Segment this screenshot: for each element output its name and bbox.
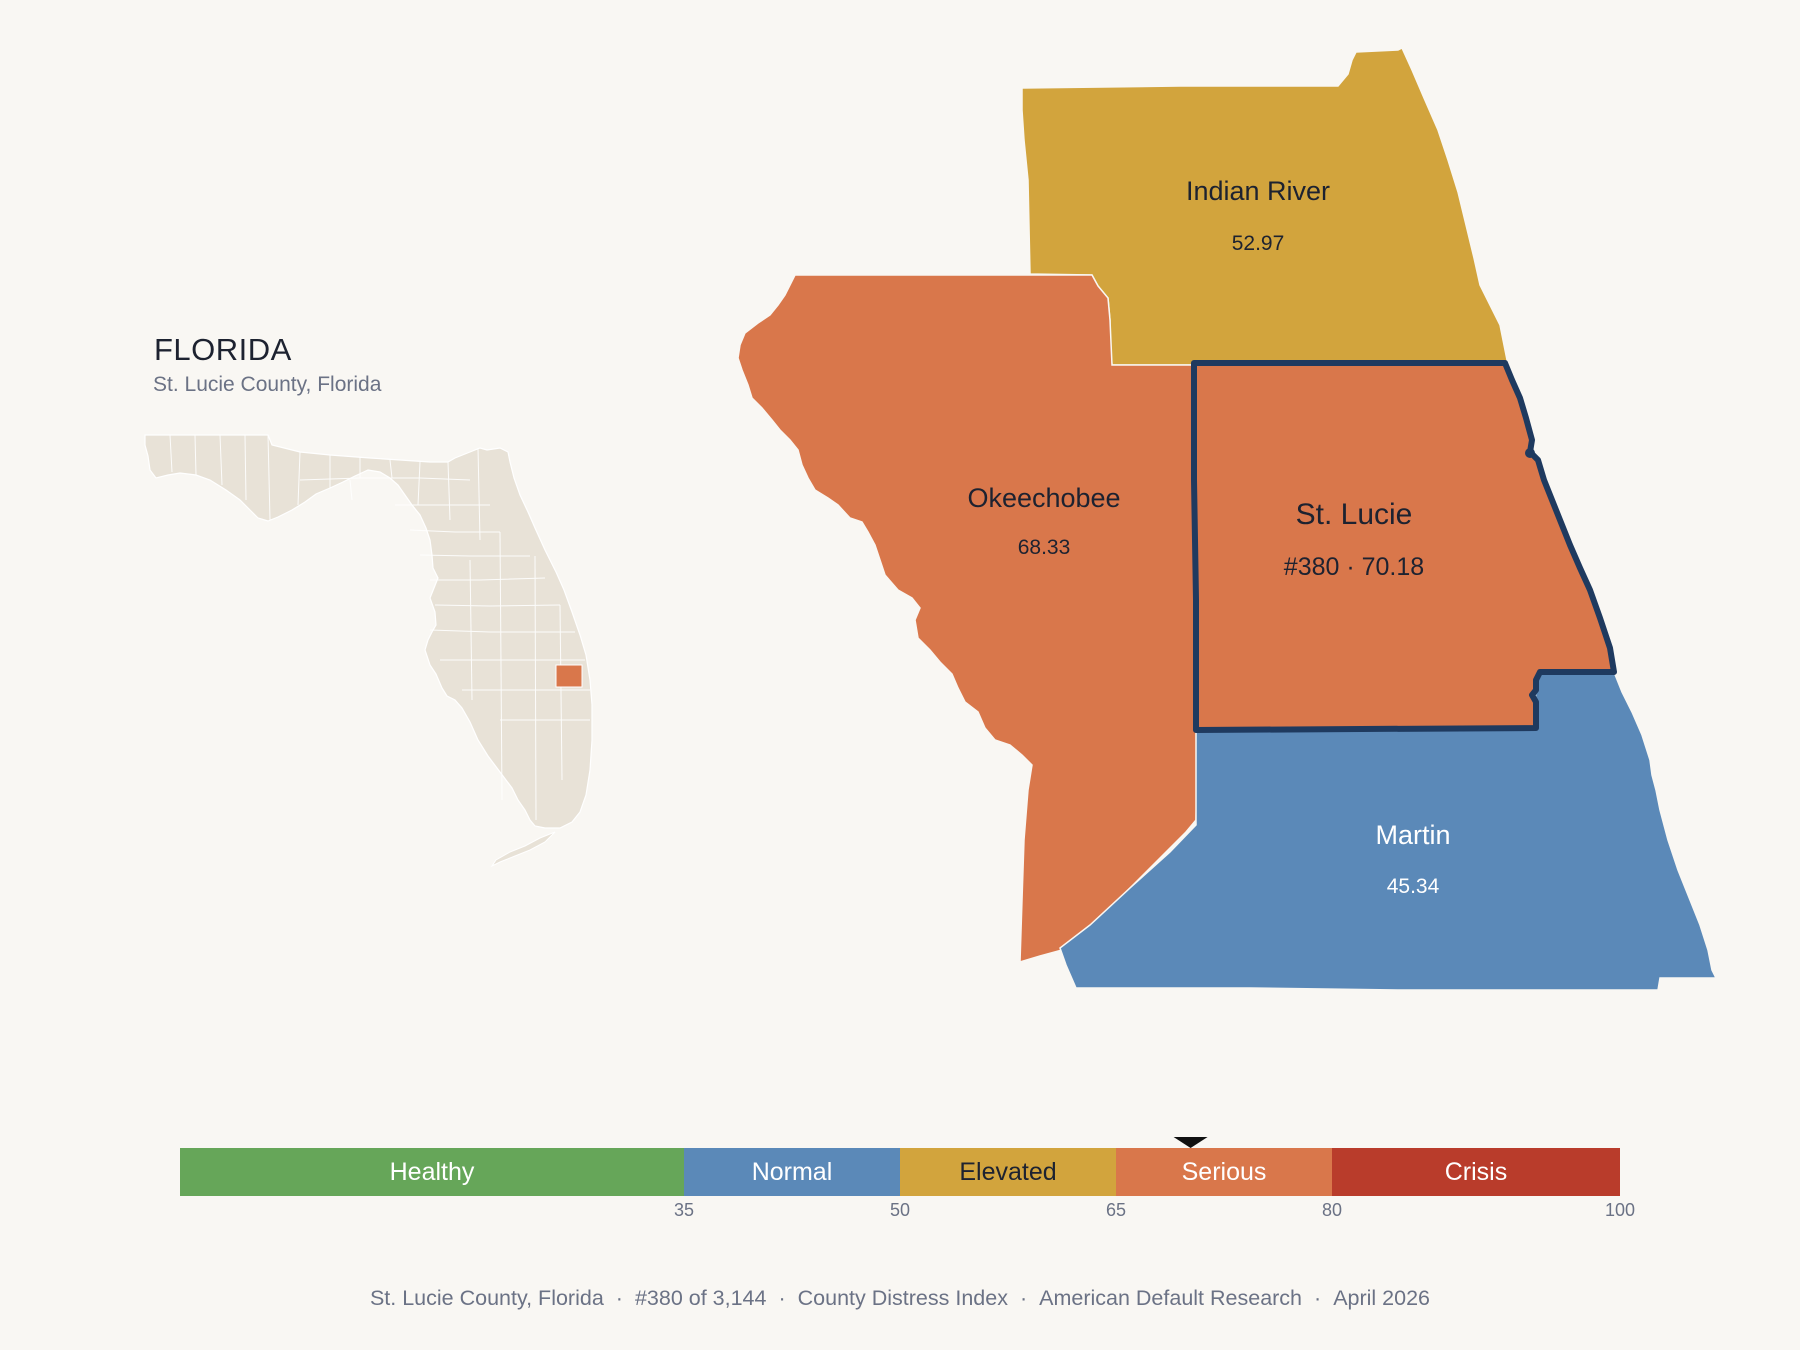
footer-credits: St. Lucie County, Florida · #380 of 3,144 ·…: [0, 1286, 1800, 1311]
legend-segment-elevated: [900, 1148, 1116, 1196]
st-lucie-rank-value: #380 · 70.18: [1284, 553, 1424, 581]
legend-label-normal: Normal: [752, 1158, 833, 1186]
legend-label-healthy: Healthy: [390, 1158, 475, 1186]
legend-tick-label: 65: [1106, 1200, 1126, 1220]
footer-date: April 2026: [1333, 1286, 1431, 1310]
legend-tick-label: 80: [1322, 1200, 1342, 1220]
footer-rank: #380 of 3,144: [634, 1286, 767, 1310]
county-map: [737, 46, 1718, 991]
martin-name: Martin: [1375, 820, 1450, 850]
footer-separator: ·: [1314, 1286, 1322, 1310]
county-st-lucie[interactable]: [1191, 360, 1617, 733]
okeechobee-value: 68.33: [1018, 536, 1071, 559]
legend-tick-label: 100: [1605, 1200, 1635, 1220]
state-title: FLORIDA: [154, 332, 292, 367]
county-okeechobee[interactable]: [737, 274, 1199, 964]
footer-separator: ·: [615, 1286, 623, 1310]
legend-segment-normal: [684, 1148, 900, 1196]
florida-locator-map: [144, 434, 593, 868]
legend-label-crisis: Crisis: [1445, 1158, 1508, 1186]
legend-segment-serious: [1116, 1148, 1332, 1196]
st-lucie-inlet-marker: [1525, 448, 1535, 458]
legend-marker-triangle: [1173, 1137, 1208, 1148]
legend-label-elevated: Elevated: [959, 1158, 1056, 1186]
footer-index-name: County Distress Index: [797, 1286, 1008, 1310]
distress-legend: Healthy Normal Elevated Serious Crisis 35 50 65…: [180, 1137, 1635, 1220]
county-martin[interactable]: [1059, 671, 1718, 991]
florida-keys: [490, 831, 556, 868]
st-lucie-name: St. Lucie: [1296, 498, 1413, 531]
florida-county-lines: [169, 434, 590, 821]
indian-river-name: Indian River: [1186, 176, 1330, 206]
legend-tick-label: 35: [674, 1200, 694, 1220]
footer-publisher: American Default Research: [1039, 1286, 1303, 1310]
legend-tick-label: 50: [890, 1200, 910, 1220]
footer-separator: ·: [1019, 1286, 1028, 1310]
okeechobee-name: Okeechobee: [967, 483, 1120, 513]
st-lucie-locator-marker: [555, 664, 583, 688]
state-subtitle: St. Lucie County, Florida: [153, 373, 382, 396]
footer-county: St. Lucie County, Florida: [369, 1286, 604, 1310]
legend-label-serious: Serious: [1182, 1158, 1267, 1186]
martin-value: 45.34: [1387, 875, 1440, 898]
county-labels: Indian River 52.97 Okeechobee 68.33 St. …: [967, 176, 1450, 898]
legend-segment-crisis: [1332, 1148, 1620, 1196]
legend-segment-healthy: [180, 1148, 684, 1196]
indian-river-value: 52.97: [1232, 232, 1285, 255]
footer-separator: ·: [778, 1286, 786, 1310]
